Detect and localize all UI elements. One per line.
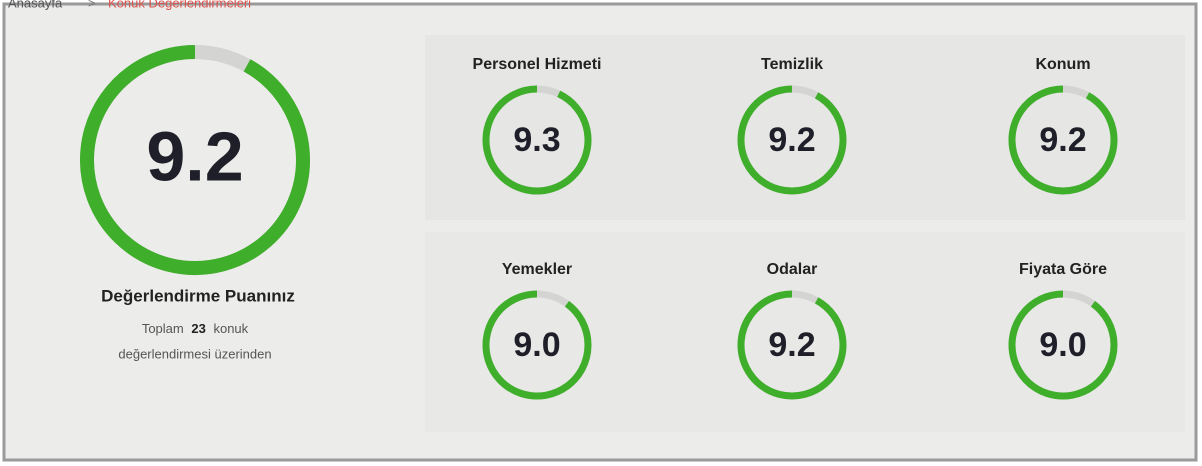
score: 9.0	[513, 326, 560, 364]
category-name: Odalar	[767, 261, 818, 278]
screenshot: Anasayfa > Konuk Değerlendirmeleri Değer…	[0, 0, 1202, 466]
note-text: konuk	[213, 321, 248, 336]
score: 9.0	[1039, 326, 1086, 364]
overall-label: Değerlendirme Puanınız	[101, 286, 295, 305]
breadcrumb-home[interactable]: Anasayfa	[8, 0, 63, 10]
review-count: 23	[191, 321, 205, 336]
score: 9.2	[146, 117, 243, 195]
category-name: Temizlik	[761, 56, 823, 73]
category-name: Yemekler	[502, 261, 572, 278]
page: Anasayfa > Konuk Değerlendirmeleri Değer…	[0, 0, 1202, 466]
category-name: Personel Hizmeti	[473, 56, 602, 73]
breadcrumb-separator: >	[88, 0, 96, 10]
breadcrumb-current: Konuk Değerlendirmeleri	[108, 0, 251, 10]
category-name: Fiyata Göre	[1019, 261, 1107, 278]
score: 9.3	[513, 121, 560, 159]
overall-note: Toplam 23 konuk	[142, 321, 249, 336]
category-name: Konum	[1035, 56, 1090, 73]
note-text: Toplam	[142, 321, 184, 336]
overall-note: değerlendirmesi üzerinden	[118, 346, 271, 361]
score: 9.2	[768, 121, 815, 159]
score: 9.2	[768, 326, 815, 364]
score: 9.2	[1039, 121, 1086, 159]
